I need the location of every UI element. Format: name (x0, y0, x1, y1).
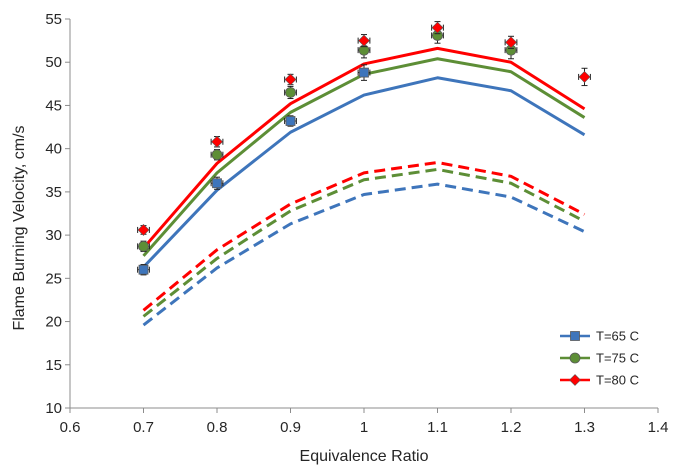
data-point (431, 21, 444, 34)
x-tick-label: 1 (360, 419, 368, 436)
x-tick-label: 0.9 (280, 419, 301, 436)
dashed-line-t-75-c (142, 167, 586, 318)
y-axis-title: Flame Burning Velocity, cm/s (11, 125, 28, 330)
data-point (138, 264, 149, 275)
x-tick-label: 0.7 (133, 419, 154, 436)
y-tick-label: 45 (45, 97, 62, 114)
data-point (578, 70, 591, 83)
x-tick-label: 0.8 (207, 419, 228, 436)
y-tick-label: 50 (45, 54, 62, 71)
legend: T=65 C T=75 C T=80 C (560, 329, 639, 388)
dashed-line-t-65-c (142, 182, 586, 327)
data-point (570, 331, 580, 341)
solid-line-t-75-c (142, 57, 586, 257)
x-tick-label: 0.6 (60, 419, 81, 436)
y-tick-label: 40 (45, 141, 62, 158)
data-point (569, 352, 581, 364)
data-point (358, 34, 370, 47)
solid-line-t-80-c (142, 46, 586, 250)
data-point (285, 87, 296, 98)
x-tick-label: 1.2 (501, 419, 522, 436)
data-point (138, 240, 149, 252)
data-point (211, 135, 223, 148)
y-tick-label: 30 (45, 227, 62, 244)
axes-layer: 0.6 0.7 0.8 0.9 1 1.1 1.2 1.3 1.4 10 15 20 25 30 35 40 4… (45, 11, 668, 436)
data-point (284, 73, 297, 86)
data-point (137, 223, 150, 236)
x-tick-label: 1.3 (574, 419, 595, 436)
data-point (285, 116, 296, 126)
y-tick-label: 10 (45, 400, 62, 417)
data-point (505, 36, 517, 49)
x-tick-label: 1.4 (648, 419, 669, 436)
y-tick-label: 25 (45, 270, 62, 287)
data-point (211, 149, 223, 161)
data-point (359, 67, 369, 78)
x-axis-title: Equivalence Ratio (300, 448, 429, 465)
legend-label: T=80 C (596, 373, 639, 388)
model-lines-layer (142, 46, 586, 327)
legend-label: T=75 C (596, 351, 639, 366)
data-point (569, 374, 581, 386)
x-tick-label: 1.1 (427, 419, 448, 436)
y-tick-label: 35 (45, 184, 62, 201)
y-tick-label: 55 (45, 11, 62, 28)
data-point (212, 178, 222, 189)
dashed-line-t-80-c (142, 160, 586, 312)
measured-points-layer (137, 21, 591, 276)
solid-line-t-65-c (142, 76, 586, 269)
y-tick-label: 15 (45, 357, 62, 374)
legend-label: T=65 C (596, 329, 639, 344)
y-tick-label: 20 (45, 314, 62, 331)
